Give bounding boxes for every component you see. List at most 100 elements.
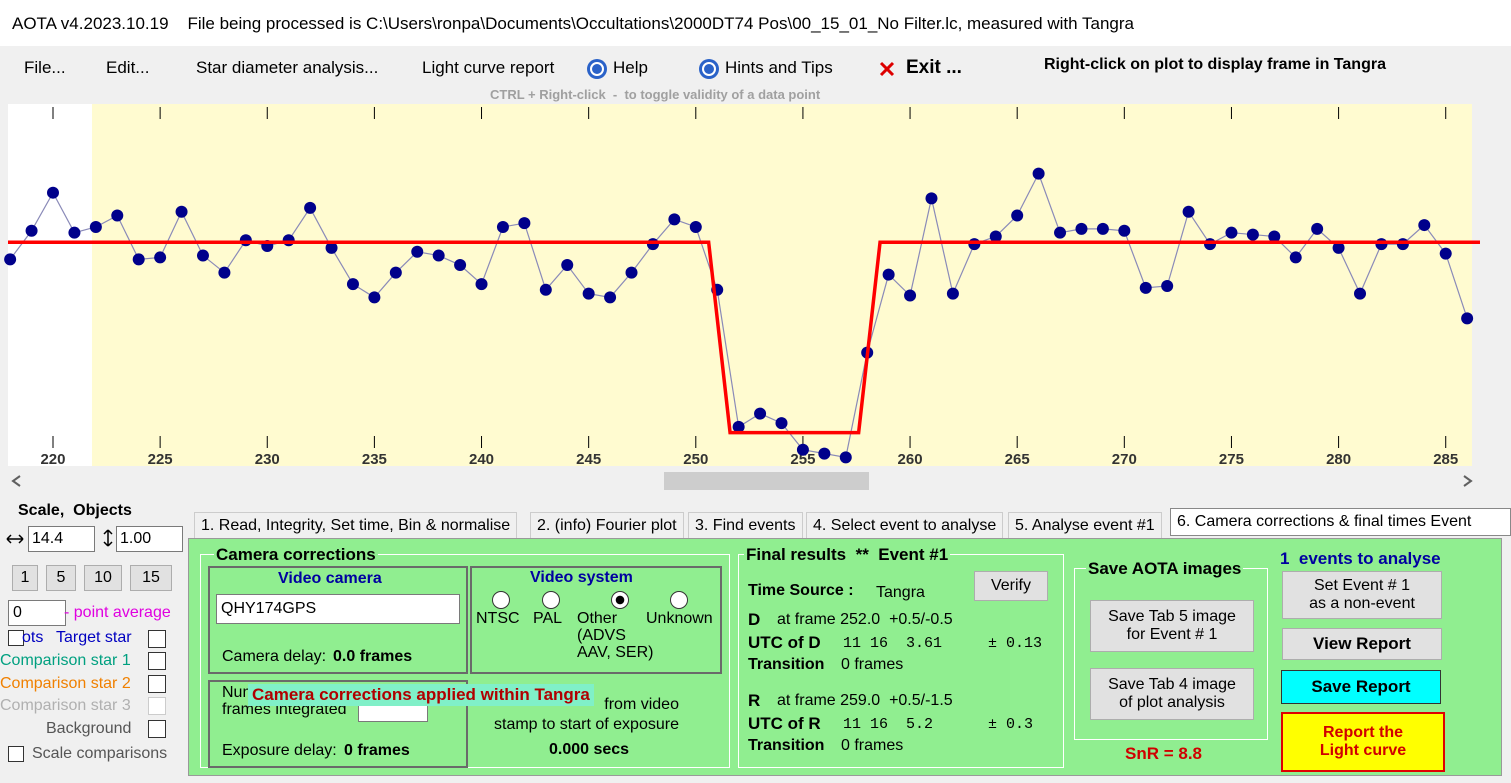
x-tick-label: 245 (576, 451, 601, 468)
group-title: Camera corrections (214, 545, 378, 565)
data-point (1182, 205, 1195, 218)
data-point (496, 220, 509, 233)
x-tick-label: 230 (255, 451, 280, 468)
check-label: Comparison star 2 (0, 675, 131, 692)
data-point (1225, 226, 1238, 239)
data-point (1375, 238, 1388, 251)
checkbox[interactable] (148, 652, 166, 670)
data-point (925, 192, 938, 205)
tab[interactable]: 1. Read, Integrity, Set time, Bin & norm… (194, 512, 518, 540)
data-point (1054, 226, 1067, 239)
data-point (1439, 247, 1452, 260)
menu-item[interactable]: File... (24, 58, 66, 77)
label: Transition (748, 737, 825, 754)
data-point (1332, 241, 1345, 254)
view-report-button[interactable]: View Report (1282, 628, 1442, 660)
group-title: Final results ** Event #1 (744, 545, 951, 565)
group-box (208, 680, 468, 768)
exit-icon (879, 61, 895, 77)
value: 0 frames (841, 737, 904, 754)
y-scale-input[interactable]: 1.00 (116, 526, 183, 552)
verify-button[interactable]: Verify (974, 571, 1048, 601)
data-point (68, 226, 81, 239)
menu-item[interactable]: Help (613, 58, 648, 77)
tab[interactable]: 2. (info) Fourier plot (530, 512, 684, 540)
menu-item[interactable]: Light curve report (422, 58, 555, 77)
radio-label: NTSC (476, 610, 520, 627)
scale-input[interactable]: 14.4 (28, 526, 95, 552)
data-point (1075, 222, 1088, 235)
radio[interactable] (670, 591, 688, 609)
data-point (368, 291, 381, 304)
label: D (748, 610, 761, 629)
data-point (218, 266, 231, 279)
panel-title: Scale, Objects (18, 502, 132, 519)
tab[interactable]: 4. Select event to analyse (806, 512, 1004, 540)
value: 0.000 secs (549, 741, 630, 758)
zoom-button[interactable]: 5 (46, 565, 76, 591)
report-button[interactable]: Report the Light curve (1281, 712, 1445, 772)
data-point (346, 278, 359, 291)
data-point (111, 209, 124, 222)
checkbox[interactable] (148, 675, 166, 693)
radio[interactable] (542, 591, 560, 609)
data-point (1461, 312, 1474, 325)
save-button[interactable]: Save Tab 5 image for Event # 1 (1090, 600, 1254, 652)
data-point (1011, 209, 1024, 222)
label: Time Source : (748, 582, 854, 599)
checkbox[interactable] (8, 630, 24, 646)
save-button[interactable]: Save Tab 4 image of plot analysis (1090, 668, 1254, 720)
data-point (1396, 238, 1409, 251)
arrow-icon (103, 529, 113, 547)
checkbox[interactable] (148, 697, 166, 715)
menu-item[interactable]: Hints and Tips (725, 58, 833, 77)
zoom-button[interactable]: 10 (84, 565, 122, 591)
value: ± 0.3 (988, 716, 1034, 733)
checkbox[interactable] (8, 746, 24, 762)
data-point (775, 417, 788, 430)
data-point (882, 268, 895, 281)
data-point (668, 213, 681, 226)
data-point (1204, 238, 1217, 251)
tab-active[interactable]: 6. Camera corrections & final times Even… (1170, 508, 1511, 556)
menu-item[interactable]: Star diameter analysis... (196, 58, 379, 77)
help-icon (587, 59, 607, 79)
window-title: AOTA v4.2023.10.19 File being processed … (12, 14, 1134, 33)
checkbox[interactable] (148, 630, 166, 648)
radio-checked[interactable] (611, 591, 629, 609)
menu-item[interactable]: Exit ... (906, 57, 962, 78)
zoom-button[interactable]: 1 (12, 565, 38, 591)
menu-item[interactable]: Edit... (106, 58, 150, 77)
data-point (625, 266, 638, 279)
radio[interactable] (492, 591, 510, 609)
light-curve-plot[interactable]: 220 225 230 235 240 245 250 255 260 265 270 275 280 2… (0, 0, 1511, 500)
label: UTC of R (748, 714, 821, 733)
data-point (175, 205, 188, 218)
data-point (796, 443, 809, 456)
check-label: Scale comparisons (32, 745, 168, 762)
camera-select[interactable]: QHY174GPS (216, 594, 460, 624)
tab[interactable]: 3. Find events (688, 512, 803, 540)
data-point (475, 278, 488, 291)
data-point (518, 217, 531, 230)
group-box (208, 566, 468, 674)
tab[interactable]: 5. Analyse event #1 (1008, 512, 1162, 540)
data-point (304, 201, 317, 214)
data-point (1096, 222, 1109, 235)
checkbox[interactable] (148, 720, 166, 738)
title-bar (0, 0, 1511, 46)
scroll-thumb[interactable] (664, 472, 869, 490)
hint: CTRL + Right-click - to toggle validity … (490, 87, 821, 102)
scroll-left[interactable] (11, 475, 21, 487)
scroll-right[interactable] (1463, 475, 1473, 487)
data-point (1139, 281, 1152, 294)
zoom-button[interactable]: 15 (130, 565, 172, 591)
check-label: ots (22, 629, 44, 646)
data-point (689, 220, 702, 233)
save-report-button[interactable]: Save Report (1281, 670, 1441, 704)
non-event-button[interactable]: Set Event # 1 as a non-event (1282, 571, 1442, 619)
data-point (946, 287, 959, 300)
average-select[interactable]: 0 (8, 600, 66, 626)
x-tick-label: 240 (469, 451, 494, 468)
data-point (1289, 251, 1302, 264)
